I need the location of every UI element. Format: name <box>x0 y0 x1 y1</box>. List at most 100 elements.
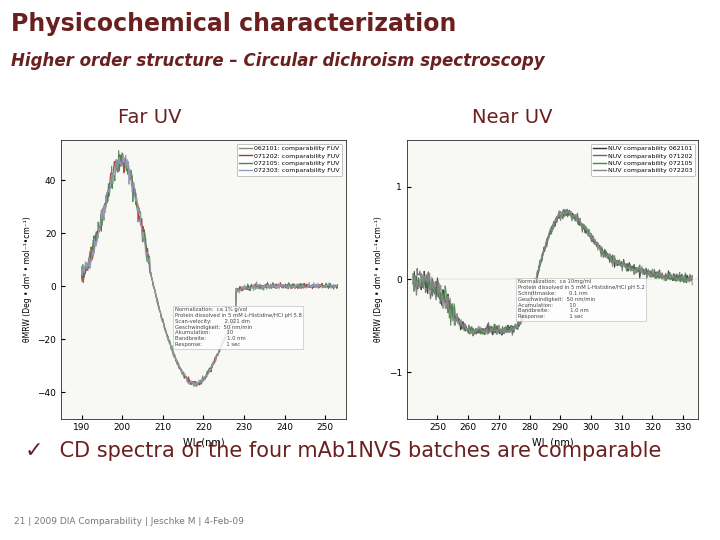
Text: Normalization:  ca 1% g/vol
Protein dissolved in 5 mM L-Histidine/HCl pH 5.8
Sca: Normalization: ca 1% g/vol Protein disso… <box>175 307 302 347</box>
071202: comparability FUV: (211, -16.9): comparability FUV: (211, -16.9) <box>161 327 170 334</box>
062101: comparability FUV: (211, -16.4): comparability FUV: (211, -16.4) <box>161 326 170 333</box>
Text: Higher order structure – Circular dichroism spectroscopy: Higher order structure – Circular dichro… <box>11 52 544 70</box>
071202: comparability FUV: (236, -0.501): comparability FUV: (236, -0.501) <box>264 284 273 291</box>
Legend: NUV comparability 062101, NUV comparability 071202, NUV comparability 072105, NU: NUV comparability 062101, NUV comparabil… <box>590 144 696 176</box>
072303: comparability FUV: (236, -0.269): comparability FUV: (236, -0.269) <box>264 284 272 290</box>
NUV comparability 072105 <box>500 324 509 330</box>
Line: NUV comparability 072105: NUV comparability 072105 <box>413 209 692 334</box>
062101: comparability FUV: (236, 0.155): comparability FUV: (236, 0.155) <box>264 282 272 289</box>
NUV comparability 072105 <box>520 315 528 321</box>
Text: Physicochemical characterization: Physicochemical characterization <box>11 12 456 36</box>
NUV comparability 062101 <box>442 299 451 306</box>
NUV comparability 062101 <box>500 328 509 335</box>
NUV comparability 072203 <box>611 262 620 269</box>
071202: comparability FUV: (253, 0.356): comparability FUV: (253, 0.356) <box>333 282 342 288</box>
Y-axis label: θMRW (Deg • dm³ • mol⁻¹•cm⁻¹): θMRW (Deg • dm³ • mol⁻¹•cm⁻¹) <box>374 217 383 342</box>
072303: comparability FUV: (198, 41.9): comparability FUV: (198, 41.9) <box>108 172 117 178</box>
072105: comparability FUV: (190, 3.31): comparability FUV: (190, 3.31) <box>77 274 86 281</box>
NUV comparability 062101 <box>586 231 595 237</box>
NUV comparability 072203 <box>613 257 621 264</box>
071202: comparability FUV: (230, -1.04): comparability FUV: (230, -1.04) <box>240 286 248 292</box>
071202: comparability FUV: (200, 49.9): comparability FUV: (200, 49.9) <box>118 151 127 157</box>
Text: Near UV: Near UV <box>472 108 552 127</box>
Text: CD spectra of the four mAb1NVS batches are comparable: CD spectra of the four mAb1NVS batches a… <box>53 441 662 461</box>
NUV comparability 062101 <box>498 332 506 339</box>
072303: comparability FUV: (200, 49.5): comparability FUV: (200, 49.5) <box>119 152 127 158</box>
062101: comparability FUV: (190, 7.28): comparability FUV: (190, 7.28) <box>77 264 86 270</box>
Text: 21 | 2009 DIA Comparability | Jeschke M | 4-Feb-09: 21 | 2009 DIA Comparability | Jeschke M … <box>14 517 244 526</box>
072105: comparability FUV: (230, -1): comparability FUV: (230, -1) <box>240 286 248 292</box>
NUV comparability 072105 <box>469 331 478 338</box>
NUV comparability 071202 <box>409 274 418 280</box>
071202: comparability FUV: (218, -37.6): comparability FUV: (218, -37.6) <box>189 382 198 389</box>
NUV comparability 072203 <box>409 271 418 278</box>
Y-axis label: θMRW (Deg • dm³ • mol⁻¹•cm⁻¹): θMRW (Deg • dm³ • mol⁻¹•cm⁻¹) <box>23 217 32 342</box>
072105: comparability FUV: (211, -17): comparability FUV: (211, -17) <box>161 328 170 334</box>
072105: comparability FUV: (236, 1.12): comparability FUV: (236, 1.12) <box>264 280 272 286</box>
Line: NUV comparability 062101: NUV comparability 062101 <box>413 210 692 335</box>
X-axis label: WL (nm): WL (nm) <box>532 438 573 448</box>
NUV comparability 071202 <box>520 309 528 316</box>
072303: comparability FUV: (230, -1.48): comparability FUV: (230, -1.48) <box>240 287 248 293</box>
NUV comparability 072105 <box>613 261 621 268</box>
NUV comparability 071202 <box>611 261 620 267</box>
071202: comparability FUV: (190, 4.29): comparability FUV: (190, 4.29) <box>77 272 86 278</box>
Text: Far UV: Far UV <box>117 108 181 127</box>
NUV comparability 072203 <box>469 332 478 338</box>
NUV comparability 071202 <box>688 276 696 282</box>
072303: comparability FUV: (218, -38): comparability FUV: (218, -38) <box>189 383 198 390</box>
NUV comparability 062101 <box>409 281 418 287</box>
NUV comparability 072105 <box>409 271 418 277</box>
Text: ✓: ✓ <box>24 441 43 461</box>
NUV comparability 071202 <box>469 333 477 339</box>
072105: comparability FUV: (215, -32.6): comparability FUV: (215, -32.6) <box>179 369 188 376</box>
X-axis label: WL (nm): WL (nm) <box>183 438 224 448</box>
072303: comparability FUV: (190, 4.95): comparability FUV: (190, 4.95) <box>77 269 86 276</box>
NUV comparability 071202 <box>442 305 451 312</box>
NUV comparability 071202 <box>565 207 574 214</box>
NUV comparability 072105 <box>442 296 451 303</box>
NUV comparability 072203 <box>688 281 696 288</box>
072303: comparability FUV: (215, -33.5): comparability FUV: (215, -33.5) <box>179 372 188 378</box>
071202: comparability FUV: (215, -33.3): comparability FUV: (215, -33.3) <box>179 371 188 377</box>
Legend: 062101: comparability FUV, 071202: comparability FUV, 072105: comparability FUV,: 062101: comparability FUV, 071202: compa… <box>237 144 343 176</box>
NUV comparability 062101 <box>613 262 621 269</box>
NUV comparability 062101 <box>688 273 696 280</box>
062101: comparability FUV: (200, 50.4): comparability FUV: (200, 50.4) <box>117 150 126 156</box>
071202: comparability FUV: (236, 1.34): comparability FUV: (236, 1.34) <box>264 279 272 286</box>
NUV comparability 062101 <box>520 312 528 318</box>
062101: comparability FUV: (215, -32.4): comparability FUV: (215, -32.4) <box>179 369 188 375</box>
062101: comparability FUV: (198, 37.2): comparability FUV: (198, 37.2) <box>108 184 117 191</box>
NUV comparability 072203 <box>586 231 595 237</box>
NUV comparability 072105 <box>562 206 571 212</box>
NUV comparability 072105 <box>586 233 595 239</box>
NUV comparability 072105 <box>611 258 620 265</box>
NUV comparability 071202 <box>613 257 621 264</box>
NUV comparability 071202 <box>586 233 595 240</box>
NUV comparability 072203 <box>520 313 528 320</box>
071202: comparability FUV: (198, 42.3): comparability FUV: (198, 42.3) <box>108 171 117 178</box>
Line: 071202: comparability FUV: 071202: comparability FUV <box>81 154 338 386</box>
072303: comparability FUV: (236, -0.617): comparability FUV: (236, -0.617) <box>264 285 273 291</box>
072105: comparability FUV: (236, 0.0872): comparability FUV: (236, 0.0872) <box>264 282 273 289</box>
Line: 072105: comparability FUV: 072105: comparability FUV <box>81 151 338 387</box>
062101: comparability FUV: (230, -1.14): comparability FUV: (230, -1.14) <box>240 286 248 292</box>
Text: Normalization:  ca 10mg/ml
Protein dissolved in 5 mM L-Histidine/HCl pH 5.2
Schn: Normalization: ca 10mg/ml Protein dissol… <box>518 280 644 319</box>
NUV comparability 062101 <box>561 206 570 213</box>
NUV comparability 072203 <box>559 207 567 214</box>
NUV comparability 072203 <box>442 294 451 300</box>
NUV comparability 071202 <box>500 329 509 335</box>
072105: comparability FUV: (198, 36.8): comparability FUV: (198, 36.8) <box>108 185 117 192</box>
072105: comparability FUV: (199, 51.2): comparability FUV: (199, 51.2) <box>114 147 123 154</box>
062101: comparability FUV: (253, 0.574): comparability FUV: (253, 0.574) <box>333 281 342 288</box>
Line: 062101: comparability FUV: 062101: comparability FUV <box>81 153 338 386</box>
NUV comparability 062101 <box>611 261 620 267</box>
Line: NUV comparability 072203: NUV comparability 072203 <box>413 211 692 335</box>
072303: comparability FUV: (211, -17.6): comparability FUV: (211, -17.6) <box>161 329 170 336</box>
072105: comparability FUV: (253, -0.113): comparability FUV: (253, -0.113) <box>333 283 342 289</box>
062101: comparability FUV: (236, -0.287): comparability FUV: (236, -0.287) <box>264 284 273 290</box>
NUV comparability 072203 <box>500 328 509 335</box>
072105: comparability FUV: (218, -37.9): comparability FUV: (218, -37.9) <box>192 383 201 390</box>
Line: NUV comparability 071202: NUV comparability 071202 <box>413 211 692 336</box>
NUV comparability 072105 <box>688 273 696 279</box>
